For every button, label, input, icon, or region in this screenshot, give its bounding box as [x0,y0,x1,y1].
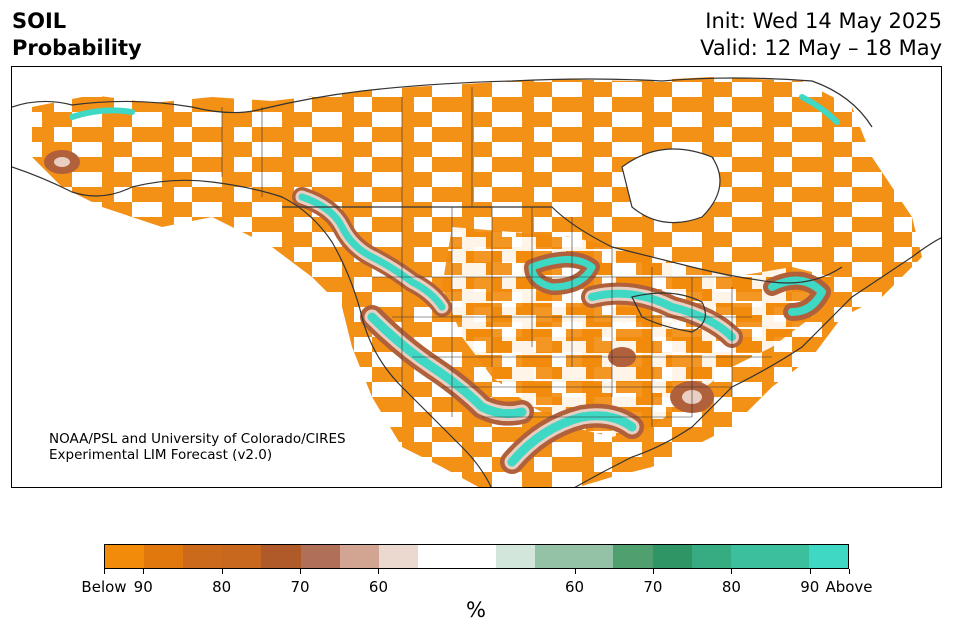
colorbar-segment [456,545,497,568]
colorbar-segment [300,545,340,568]
colorbar-tick-label: 80 [212,578,232,596]
colorbar-tick-mark [574,569,576,574]
boundaries [12,77,941,487]
map-panel [11,66,942,488]
colorbar-segment [144,545,184,568]
colorbar-segment [535,545,575,568]
colorbar-segment [339,545,379,568]
colorbar-tick-mark [378,569,380,574]
colorbar-tick-label: 60 [368,578,389,596]
colorbar-segment [417,545,457,568]
colorbar-tick-label: 70 [643,578,663,596]
colorbar-tick-label: 80 [721,578,741,596]
colorbar-segment [730,545,770,568]
title-line-2: Probability [12,36,142,60]
colorbar-segment [574,545,614,568]
colorbar-tick-label: 90 [800,578,820,596]
credit-line-1: NOAA/PSL and University of Colorado/CIRE… [49,431,346,447]
map-title: SOIL Probability [12,8,142,62]
colorbar-tick-mark [809,569,811,574]
colorbar-tick-mark [652,569,654,574]
above-normal-areas [69,94,840,474]
colorbar-segment [496,545,536,568]
date-info: Init: Wed 14 May 2025 Valid: 12 May – 18… [700,8,942,62]
colorbar-tick-label: 90 [133,578,153,596]
colorbar-segment [183,545,223,568]
colorbar-segment [222,545,262,568]
colorbar-tick-label: 70 [290,578,310,596]
colorbar-tick-label: 60 [564,578,585,596]
colorbar [104,544,849,569]
init-date: Init: Wed 14 May 2025 [705,9,942,33]
colorbar-segment [261,545,301,568]
colorbar-segment [652,545,692,568]
valid-range: Valid: 12 May – 18 May [700,36,942,60]
colorbar-segment [691,545,731,568]
credit-text: NOAA/PSL and University of Colorado/CIRE… [49,431,346,463]
hudson-bay-region [622,149,720,223]
colorbar-tick-mark [221,569,223,574]
colorbar-tick-mark [104,569,105,574]
colorbar-segment [769,545,809,568]
colorbar-tick-mark [849,569,850,574]
colorbar-tick-mark [731,569,733,574]
colorbar-unit-label: % [466,598,486,622]
colorbar-segment [613,545,653,568]
title-line-1: SOIL [12,9,67,33]
colorbar-segment [378,545,418,568]
colorbar-tick-label: Below [81,578,127,596]
colorbar-tick-mark [300,569,302,574]
probability-map [12,77,941,487]
colorbar-tick-mark [143,569,145,574]
colorbar-segment [808,545,849,568]
colorbar-segment [105,545,145,568]
below-normal-areas [44,150,714,413]
colorbar-tick-label: Above [825,578,873,596]
state-lines [221,87,772,427]
credit-line-2: Experimental LIM Forecast (v2.0) [49,447,273,463]
